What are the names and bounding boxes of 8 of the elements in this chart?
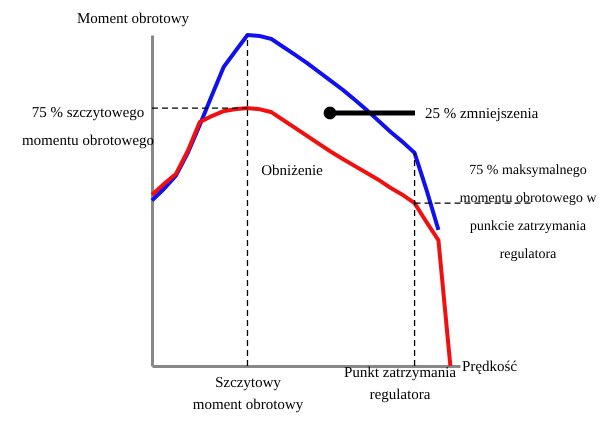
- y-axis-title: Moment obrotowy: [76, 11, 190, 27]
- ref-line-label: 75 % maksymalnego momentu obrotowego w punkcie zatrzymania regulatora: [460, 163, 598, 262]
- annotation: 25 % zmniejszenia: [425, 106, 539, 122]
- annotation: Obniżenie: [261, 163, 324, 179]
- text: Szczytowy moment obrotowy: [192, 375, 304, 413]
- annotation: Punkt zatrzymania regulatora: [344, 365, 456, 403]
- x-axis-title: Prędkość: [462, 359, 518, 375]
- ref-line-label: 75 % szczytowego momentu obrotowego: [22, 105, 154, 149]
